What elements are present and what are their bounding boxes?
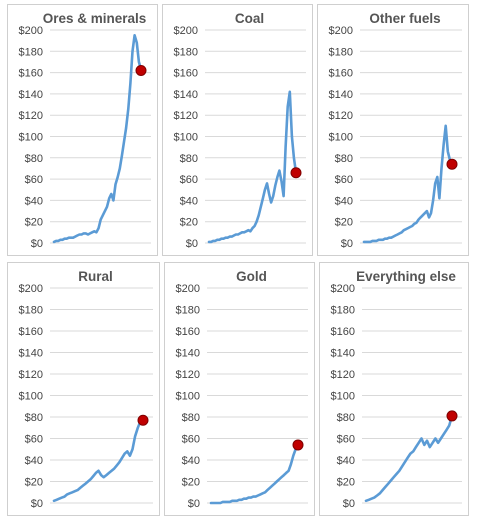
y-tick-label: $0 [31, 498, 43, 510]
y-tick-label: $100 [329, 132, 353, 144]
chart-panel: Rural $0 $20 $40 $60 $80 $100 $120 $140 $160 $180 $… [7, 262, 160, 516]
chart-svg: Rural $0 $20 $40 $60 $80 $100 $120 $140 $160 $180 $… [19, 269, 153, 510]
last-value-marker [290, 167, 302, 179]
y-tick-label: $20 [180, 217, 198, 229]
y-tick-label: $60 [335, 174, 353, 186]
y-tick-label: $180 [329, 46, 353, 58]
y-tick-label: $100 [19, 391, 43, 403]
y-tick-label: $80 [180, 153, 198, 165]
y-tick-label: $160 [19, 326, 43, 338]
y-tick-label: $20 [335, 217, 353, 229]
y-tick-label: $120 [331, 369, 355, 381]
last-value-marker [135, 64, 147, 76]
y-tick-label: $160 [176, 326, 200, 338]
y-tick-label: $120 [329, 110, 353, 122]
y-tick-label: $200 [176, 283, 200, 295]
chart-title: Coal [235, 11, 264, 26]
chart-svg: Other fuels $0 $20 $40 $60 $80 $100 $120 $140 $16… [329, 11, 462, 250]
y-tick-label: $160 [19, 68, 43, 80]
y-tick-label: $100 [19, 132, 43, 144]
series-line [364, 414, 454, 503]
y-tick-label: $180 [176, 305, 200, 317]
y-tick-label: $120 [19, 369, 43, 381]
y-tick-label: $100 [176, 391, 200, 403]
y-tick-label: $0 [188, 498, 200, 510]
chart-svg: Ores & minerals $0 $20 $40 $60 $80 $100 $120 $14… [19, 11, 151, 250]
last-value-marker [137, 414, 149, 426]
series-line [362, 124, 454, 244]
last-value-marker [446, 158, 458, 170]
y-tick-label: $0 [341, 238, 353, 250]
y-tick-label: $140 [19, 89, 43, 101]
chart-title: Gold [236, 269, 267, 284]
y-tick-label: $80 [337, 412, 355, 424]
y-tick-label: $20 [337, 477, 355, 489]
y-tick-label: $60 [25, 174, 43, 186]
series-line [209, 443, 300, 505]
y-tick-label: $80 [335, 153, 353, 165]
y-tick-label: $80 [25, 153, 43, 165]
chart-title: Other fuels [369, 11, 440, 26]
chart-panel: Ores & minerals $0 $20 $40 $60 $80 $100 $120 $14… [7, 4, 158, 256]
y-tick-label: $40 [25, 195, 43, 207]
y-tick-label: $60 [182, 434, 200, 446]
y-tick-label: $60 [180, 174, 198, 186]
y-tick-label: $180 [19, 46, 43, 58]
y-tick-label: $180 [174, 46, 198, 58]
y-tick-label: $40 [182, 455, 200, 467]
y-tick-label: $40 [180, 195, 198, 207]
y-tick-label: $0 [186, 238, 198, 250]
y-tick-label: $100 [331, 391, 355, 403]
series-line [52, 418, 145, 503]
y-tick-label: $160 [329, 68, 353, 80]
y-tick-label: $20 [25, 477, 43, 489]
y-tick-label: $200 [19, 283, 43, 295]
y-tick-label: $0 [31, 238, 43, 250]
y-tick-label: $60 [337, 434, 355, 446]
y-tick-label: $140 [176, 348, 200, 360]
y-tick-label: $200 [329, 25, 353, 37]
y-tick-label: $40 [335, 195, 353, 207]
y-tick-label: $20 [182, 477, 200, 489]
y-tick-label: $200 [331, 283, 355, 295]
y-tick-label: $60 [25, 434, 43, 446]
y-tick-label: $200 [174, 25, 198, 37]
y-tick-label: $0 [343, 498, 355, 510]
y-tick-label: $140 [329, 89, 353, 101]
y-tick-label: $120 [19, 110, 43, 122]
y-tick-label: $20 [25, 217, 43, 229]
y-tick-label: $120 [174, 110, 198, 122]
y-tick-label: $80 [25, 412, 43, 424]
chart-panel: Everything else $0 $20 $40 $60 $80 $100 $120 $14… [319, 262, 469, 516]
y-tick-label: $200 [19, 25, 43, 37]
last-value-marker [292, 439, 304, 451]
series-line [207, 90, 298, 244]
last-value-marker [446, 410, 458, 422]
chart-panel: Other fuels $0 $20 $40 $60 $80 $100 $120 $140 $16… [317, 4, 469, 256]
chart-svg: Coal $0 $20 $40 $60 $80 $100 $120 $140 $160 $180 $2… [174, 11, 306, 250]
chart-panel: Gold $0 $20 $40 $60 $80 $100 $120 $140 $160 $180 $2… [164, 262, 315, 516]
y-tick-label: $180 [19, 305, 43, 317]
chart-title: Everything else [356, 269, 456, 284]
y-tick-label: $40 [25, 455, 43, 467]
chart-svg: Gold $0 $20 $40 $60 $80 $100 $120 $140 $160 $180 $2… [176, 269, 308, 510]
series-line [52, 33, 143, 244]
y-tick-label: $140 [174, 89, 198, 101]
y-tick-label: $160 [174, 68, 198, 80]
y-tick-label: $140 [19, 348, 43, 360]
y-tick-label: $80 [182, 412, 200, 424]
y-tick-label: $180 [331, 305, 355, 317]
y-tick-label: $40 [337, 455, 355, 467]
y-tick-label: $140 [331, 348, 355, 360]
chart-title: Ores & minerals [43, 11, 147, 26]
chart-panel: Coal $0 $20 $40 $60 $80 $100 $120 $140 $160 $180 $2… [162, 4, 313, 256]
y-tick-label: $100 [174, 132, 198, 144]
y-tick-label: $120 [176, 369, 200, 381]
chart-svg: Everything else $0 $20 $40 $60 $80 $100 $120 $14… [331, 269, 462, 510]
chart-title: Rural [78, 269, 113, 284]
y-tick-label: $160 [331, 326, 355, 338]
